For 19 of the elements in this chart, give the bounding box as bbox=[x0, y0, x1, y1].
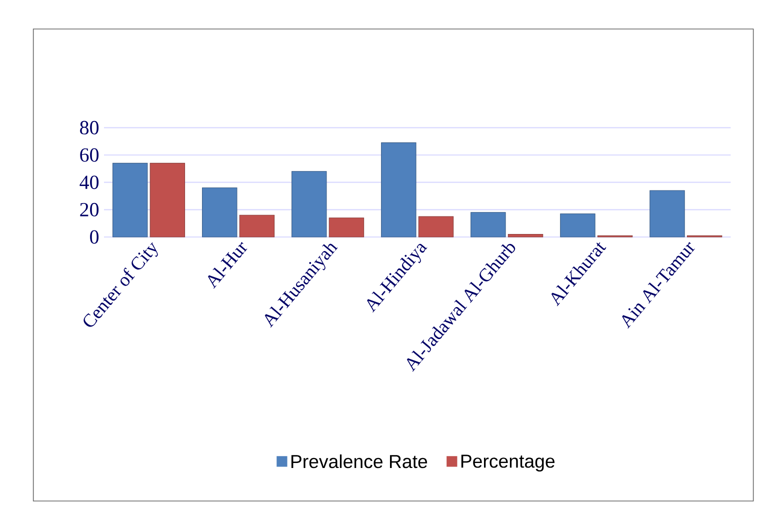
legend-label: Percentage bbox=[461, 454, 555, 472]
bar bbox=[418, 216, 454, 238]
bar bbox=[112, 162, 148, 238]
y-tick-label: 20 bbox=[80, 202, 99, 216]
bar bbox=[202, 188, 238, 238]
legend-label: Prevalence Rate bbox=[291, 454, 428, 468]
bar bbox=[650, 190, 685, 238]
bar bbox=[328, 218, 364, 238]
bar bbox=[239, 214, 275, 238]
bar bbox=[508, 234, 544, 238]
y-tick-label: 60 bbox=[80, 148, 99, 162]
bar bbox=[560, 213, 596, 238]
y-tick-label: 80 bbox=[80, 120, 99, 134]
bar bbox=[292, 171, 327, 238]
bar bbox=[381, 142, 416, 238]
y-tick-label: 0 bbox=[90, 230, 99, 244]
bar bbox=[470, 212, 506, 238]
bar bbox=[150, 162, 186, 238]
y-tick-label: 40 bbox=[80, 176, 99, 190]
